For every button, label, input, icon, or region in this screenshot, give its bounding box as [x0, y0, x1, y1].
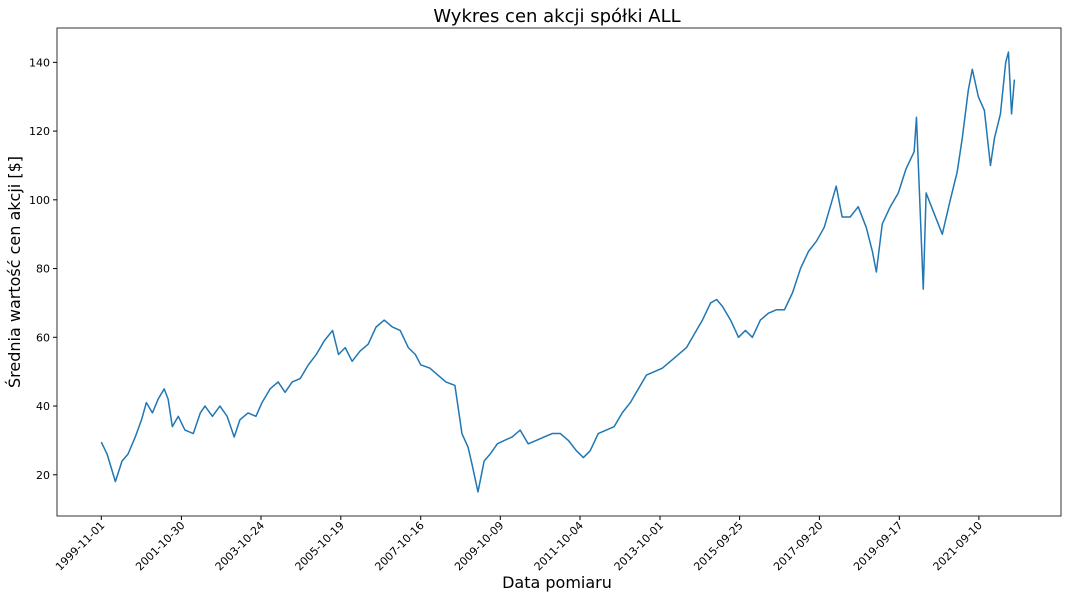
y-tick-label: 140	[29, 56, 50, 69]
x-tick-label: 2013-10-01	[612, 519, 666, 573]
x-tick-label: 2009-10-09	[452, 519, 506, 573]
x-tick-label: 2001-10-30	[133, 519, 187, 573]
y-tick-label: 80	[36, 263, 50, 276]
x-tick-label: 1999-11-01	[53, 519, 107, 573]
x-tick-label: 2019-09-17	[851, 519, 905, 573]
x-tick-label: 2015-09-25	[691, 519, 745, 573]
x-tick-label: 2011-10-04	[532, 519, 586, 573]
y-tick-label: 100	[29, 194, 50, 207]
y-tick-label: 60	[36, 331, 50, 344]
x-axis-label: Data pomiaru	[502, 573, 612, 592]
x-tick-label: 2003-10-24	[213, 519, 267, 573]
y-axis-label: Średnia wartość cen akcji [$]	[5, 156, 24, 388]
x-tick-label: 2007-10-16	[372, 519, 426, 573]
x-tick-label: 2021-09-10	[931, 519, 985, 573]
y-tick-label: 120	[29, 125, 50, 138]
y-tick-label: 20	[36, 469, 50, 482]
y-tick-label: 40	[36, 400, 50, 413]
chart-title: Wykres cen akcji spółki ALL	[433, 6, 680, 27]
data-line	[100, 51, 1016, 493]
plot-frame	[56, 27, 1062, 517]
x-tick-label: 2005-10-19	[293, 519, 347, 573]
x-tick-label: 2017-09-20	[771, 519, 825, 573]
